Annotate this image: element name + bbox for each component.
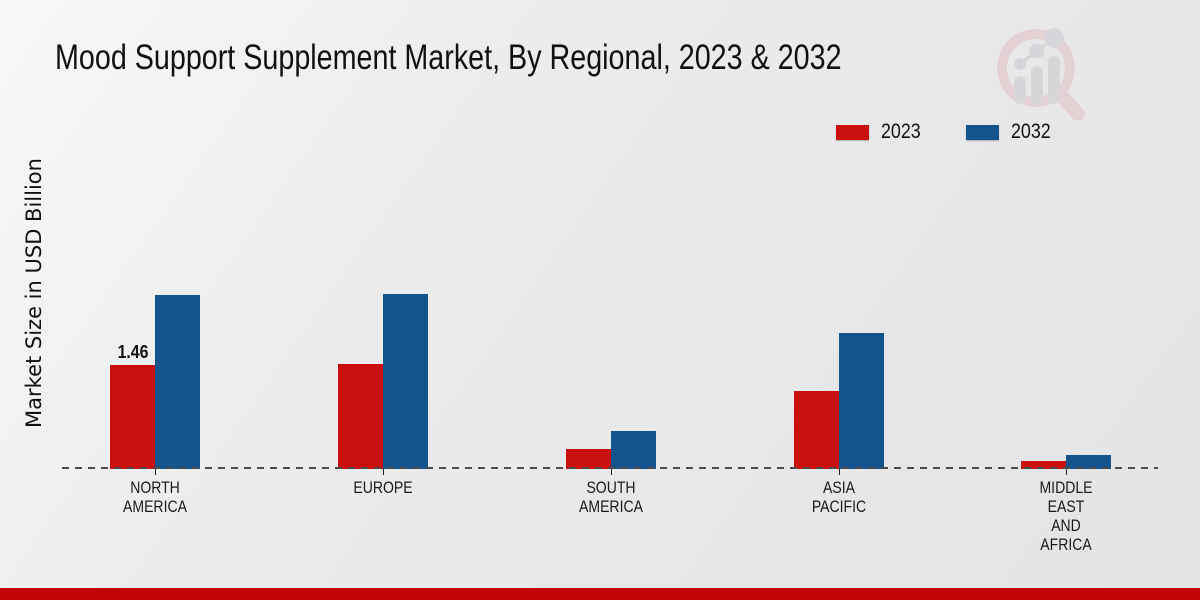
x-axis-baseline — [62, 467, 1158, 469]
bar-2023-asia-pacific — [794, 391, 839, 469]
bar-2023-south-america — [566, 449, 611, 469]
legend-item-2032: 2032 — [965, 120, 1058, 144]
legend-swatch-2023 — [836, 124, 869, 140]
chart-title-text: Mood Support Supplement Market, By Regio… — [55, 38, 842, 77]
x-axis-tick-north-america — [155, 469, 156, 475]
legend-label-2032: 2032 — [1010, 120, 1051, 143]
bar-2032-europe — [383, 294, 428, 469]
legend-label-2023: 2023 — [881, 120, 921, 143]
bar-2032-middle-east-and-africa — [1066, 455, 1111, 469]
bar-2032-asia-pacific — [839, 333, 884, 469]
bar-2023-europe — [338, 364, 383, 469]
bar-2023-middle-east-and-africa — [1021, 461, 1066, 469]
x-axis-tick-middle-east-and-africa — [1066, 469, 1067, 475]
x-axis-label-asia-pacific: ASIA PACIFIC — [811, 479, 867, 516]
x-axis-label-south-america: SOUTH AMERICA — [579, 479, 643, 516]
bar-2023-north-america — [110, 365, 155, 469]
bar-2032-north-america — [155, 295, 200, 469]
bottom-brand-bar — [0, 588, 1200, 600]
x-axis-tick-asia-pacific — [839, 469, 840, 475]
market-research-future-logo-icon — [997, 28, 1085, 120]
legend: 2023 2032 — [836, 120, 1057, 144]
legend-swatch-2032 — [965, 124, 999, 140]
x-axis-tick-europe — [383, 469, 384, 475]
x-axis-tick-south-america — [611, 469, 612, 475]
legend-item-2023: 2023 — [836, 120, 928, 144]
x-axis-label-middle-east-and-africa: MIDDLE EAST AND AFRICA — [1039, 479, 1093, 554]
bar-value-label-2023-north-america: 1.46 — [117, 342, 148, 362]
x-axis-label-europe: EUROPE — [353, 479, 413, 497]
x-axis-label-north-america: NORTH AMERICA — [123, 479, 187, 516]
chart-title: Mood Support Supplement Market, By Regio… — [55, 38, 1055, 78]
bar-2032-south-america — [611, 431, 656, 469]
